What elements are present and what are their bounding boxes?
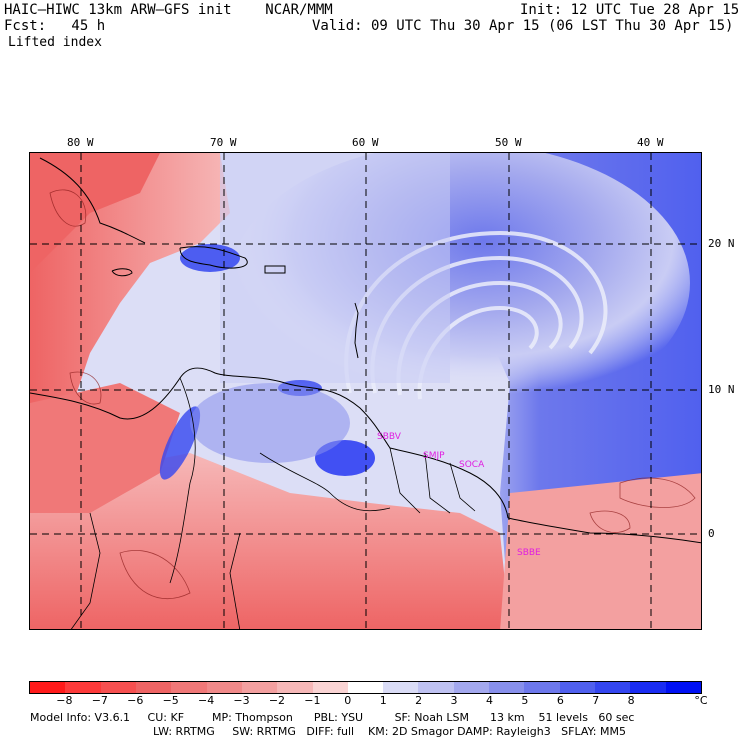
lon-label: 40 W bbox=[637, 136, 664, 149]
forecast-hour: Fcst: 45 h bbox=[4, 18, 106, 34]
station-label: SBBV bbox=[377, 432, 401, 442]
colorbar bbox=[29, 681, 702, 694]
colorbar-swatch bbox=[171, 682, 207, 693]
colorbar-swatch bbox=[383, 682, 419, 693]
model-title: HAIC–HIWC 13km ARW–GFS init NCAR/MMM bbox=[4, 2, 333, 18]
colorbar-swatch bbox=[100, 682, 136, 693]
colorbar-swatch bbox=[453, 682, 490, 693]
colorbar-swatch bbox=[135, 682, 172, 693]
colorbar-swatch bbox=[665, 682, 701, 693]
colorbar-tick-label: 3 bbox=[450, 694, 458, 707]
colorbar-tick-label: 4 bbox=[485, 694, 493, 707]
map-field bbox=[30, 153, 701, 629]
station-label: SMJP bbox=[423, 451, 445, 461]
colorbar-tick-label: 8 bbox=[627, 694, 635, 707]
venezuela-positive bbox=[190, 383, 350, 463]
colorbar-tick-label: 7 bbox=[592, 694, 600, 707]
model-info-line2: LW: RRTMG SW: RRTMG DIFF: full KM: 2D Sm… bbox=[153, 725, 626, 738]
colorbar-swatch bbox=[347, 682, 384, 693]
negative-li-region-south bbox=[30, 453, 510, 629]
borders bbox=[70, 377, 476, 629]
model-info-line1: Model Info: V3.6.1 CU: KF MP: Thompson P… bbox=[30, 711, 635, 724]
lat-label: 0 bbox=[708, 527, 715, 540]
colorbar-swatch bbox=[524, 682, 560, 693]
lon-label: 50 W bbox=[495, 136, 522, 149]
colorbar-swatch bbox=[30, 682, 66, 693]
colorbar-tick-label: 6 bbox=[556, 694, 564, 707]
station-label: SOCA bbox=[459, 460, 485, 470]
colorbar-swatch bbox=[312, 682, 348, 693]
colorbar-tick-label: −8 bbox=[56, 694, 73, 707]
coastlines bbox=[30, 157, 701, 544]
colorbar-tick-label: −7 bbox=[91, 694, 108, 707]
colorbar-swatch bbox=[206, 682, 242, 693]
colorbar-tick-label: −6 bbox=[127, 694, 144, 707]
lat-label: 10 N bbox=[708, 383, 735, 396]
contours bbox=[49, 189, 696, 600]
lon-label: 80 W bbox=[67, 136, 94, 149]
lifted-index-map bbox=[29, 152, 702, 630]
caribbean-band bbox=[220, 153, 450, 383]
graticule bbox=[30, 153, 701, 629]
colorbar-swatch bbox=[65, 682, 101, 693]
colorbar-unit: °C bbox=[694, 694, 708, 707]
colorbar-tick-label: −2 bbox=[268, 694, 286, 707]
colorbar-tick-label: −3 bbox=[233, 694, 250, 707]
colorbar-tick-label: 5 bbox=[521, 694, 529, 707]
colorbar-tick-label: 2 bbox=[415, 694, 423, 707]
lon-label: 60 W bbox=[352, 136, 379, 149]
colorbar-swatch bbox=[595, 682, 631, 693]
colorbar-swatch bbox=[418, 682, 454, 693]
colorbar-swatch bbox=[559, 682, 595, 693]
colorbar-swatch bbox=[489, 682, 525, 693]
station-label: SBBE bbox=[517, 548, 541, 558]
colorbar-tick-label: −5 bbox=[162, 694, 179, 707]
field-name: Lifted index bbox=[8, 35, 102, 50]
colorbar-swatch bbox=[630, 682, 666, 693]
blue-spot-colombia bbox=[159, 406, 201, 480]
init-time: Init: 12 UTC Tue 28 Apr 15 bbox=[520, 2, 740, 18]
colorbar-tick-label: 1 bbox=[379, 694, 387, 707]
lon-label: 70 W bbox=[210, 136, 237, 149]
colorbar-tick-label: −4 bbox=[197, 694, 215, 707]
colorbar-tick-label: −1 bbox=[304, 694, 321, 707]
colorbar-swatch bbox=[277, 682, 313, 693]
valid-time: Valid: 09 UTC Thu 30 Apr 15 (06 LST Thu … bbox=[312, 18, 734, 34]
lat-label: 20 N bbox=[708, 237, 735, 250]
negative-li-region-florida bbox=[30, 153, 160, 273]
colorbar-tick-label: 0 bbox=[344, 694, 352, 707]
colorbar-swatch bbox=[241, 682, 278, 693]
